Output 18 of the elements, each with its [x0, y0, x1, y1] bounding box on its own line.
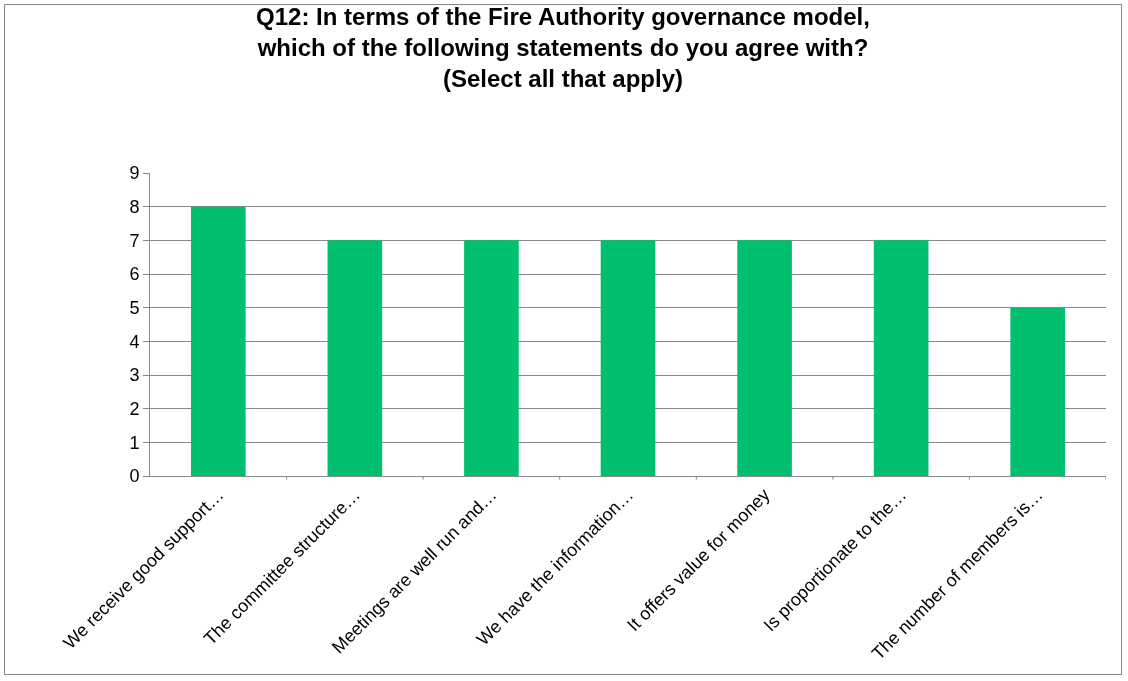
chart-title: Q12: In terms of the Fire Authority governance model, which of the following statements do you agree with? (Select all that apply) — [256, 3, 870, 93]
y-tick-label: 1 — [129, 432, 140, 453]
bar — [190, 206, 246, 476]
bar — [600, 240, 656, 476]
bar — [873, 240, 929, 476]
y-tick-label: 2 — [129, 398, 140, 419]
y-tick-label: 7 — [129, 230, 140, 251]
y-tick-label: 8 — [129, 196, 140, 217]
bar — [464, 240, 519, 476]
y-tick-label: 6 — [129, 264, 140, 285]
y-tick-label: 0 — [129, 466, 140, 487]
y-tick-label: 3 — [129, 365, 140, 386]
y-tick-label: 4 — [129, 331, 140, 352]
y-tick-label: 5 — [129, 297, 140, 318]
y-tick-label: 9 — [129, 163, 140, 184]
bar — [737, 240, 792, 476]
bar — [1010, 307, 1066, 476]
bar — [327, 240, 383, 476]
